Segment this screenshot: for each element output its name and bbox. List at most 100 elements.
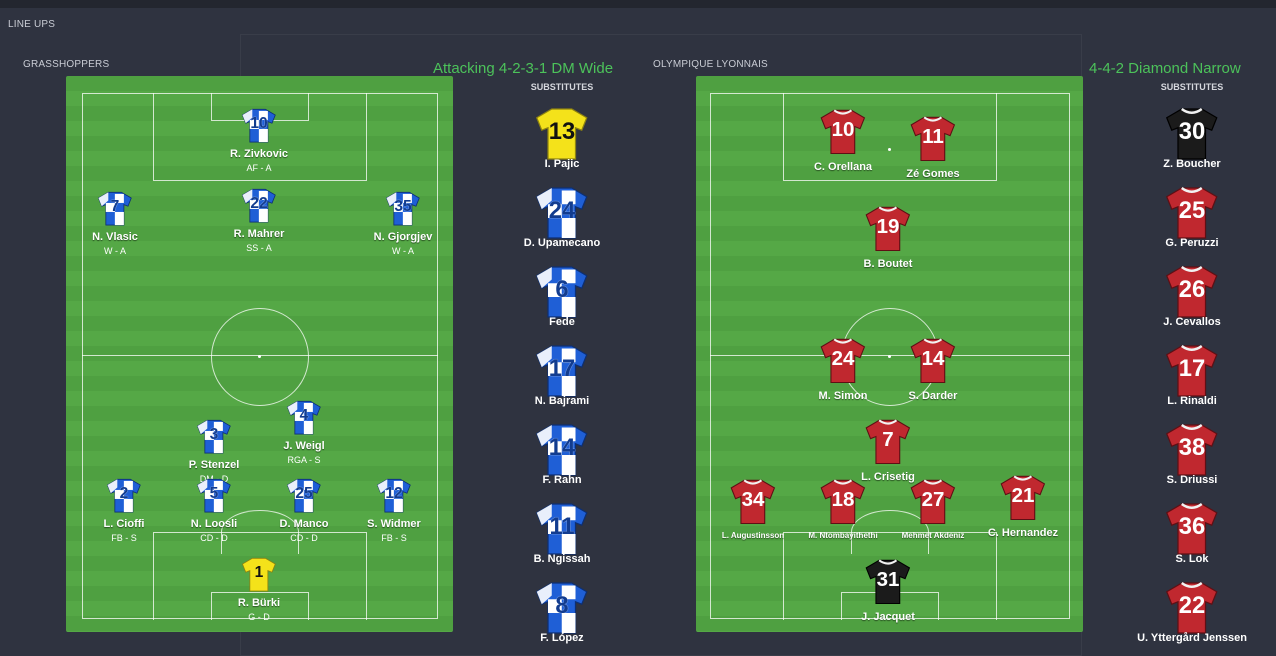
shirt-icon: 11 xyxy=(533,499,591,557)
shirt-icon: 30 xyxy=(1163,104,1221,162)
shirt-number: 2 xyxy=(119,485,129,503)
shirt-number: 18 xyxy=(831,487,855,511)
substitute-item[interactable]: G. Peruzzi xyxy=(1127,237,1257,249)
player-label[interactable]: R. Mahrer SS - A xyxy=(199,228,319,253)
shirt-number: 21 xyxy=(1011,483,1035,507)
substitute-item[interactable]: B. Ngissah xyxy=(497,553,627,565)
shirt-icon: 22 xyxy=(1163,578,1221,636)
player-name: N. Vlasic xyxy=(92,231,138,243)
shirt-icon: 5 xyxy=(195,476,233,514)
player-label[interactable]: M. Simon xyxy=(783,390,903,402)
page-title: LINE UPS xyxy=(8,19,56,30)
player-label[interactable]: J. Jacquet xyxy=(828,611,948,623)
player-label[interactable]: N. Loosli CD - D xyxy=(154,518,274,543)
player-label[interactable]: M. Ntombayithethi xyxy=(783,531,903,540)
away-pitch xyxy=(696,76,1083,632)
shirt-icon: 13 xyxy=(533,104,591,162)
player-name: L. Crisetig xyxy=(861,471,915,483)
player-role: W - A xyxy=(392,246,414,256)
shirt-icon: 2 xyxy=(105,476,143,514)
player-label[interactable]: L. Augustinsson xyxy=(693,531,813,540)
player-name: S. Widmer xyxy=(367,518,421,530)
substitute-name: G. Peruzzi xyxy=(1165,237,1219,249)
shirt-icon: 22 xyxy=(240,186,278,224)
player-label[interactable]: C. Orellana xyxy=(783,161,903,173)
bottom-arc xyxy=(851,510,929,554)
substitute-item[interactable]: L. Rinaldi xyxy=(1127,395,1257,407)
home-pitch xyxy=(66,76,453,632)
substitute-item[interactable]: F. Rahn xyxy=(497,474,627,486)
away-formation[interactable]: 4-4-2 Diamond Narrow xyxy=(1089,60,1241,77)
player-label[interactable]: L. Crisetig xyxy=(828,471,948,483)
player-name: N. Gjorgjev xyxy=(373,231,433,243)
shirt-number: 14 xyxy=(548,433,576,461)
player-label[interactable]: R. Bürki G - D xyxy=(199,597,319,622)
player-name: J. Jacquet xyxy=(861,611,915,623)
player-role: AF - A xyxy=(246,163,272,173)
shirt-number: 11 xyxy=(549,512,575,540)
player-label[interactable]: J. Weigl RGA - S xyxy=(244,440,364,465)
substitute-item[interactable]: Z. Boucher xyxy=(1127,158,1257,170)
shirt-icon: 24 xyxy=(818,335,868,385)
substitute-item[interactable]: J. Cevallos xyxy=(1127,316,1257,328)
player-name: J. Weigl xyxy=(283,440,325,452)
shirt-number: 10 xyxy=(250,115,268,133)
substitute-item[interactable]: N. Bajrami xyxy=(497,395,627,407)
substitute-item[interactable]: D. Upamecano xyxy=(497,237,627,249)
shirt-icon: 19 xyxy=(863,203,913,253)
shirt-icon: 26 xyxy=(1163,262,1221,320)
shirt-number: 1 xyxy=(254,564,264,582)
player-name: S. Darder xyxy=(908,390,958,402)
player-label[interactable]: Zé Gomes xyxy=(873,168,993,180)
player-label[interactable]: D. Manco CD - D xyxy=(244,518,364,543)
top-bar xyxy=(0,0,1276,8)
player-name: Mehmet Akdeniz xyxy=(901,531,965,540)
player-label[interactable]: C. Hernandez xyxy=(963,527,1083,539)
shirt-icon: 27 xyxy=(908,476,958,526)
substitute-name: B. Ngissah xyxy=(533,553,591,565)
player-label[interactable]: N. Gjorgjev W - A xyxy=(343,231,463,256)
substitute-item[interactable]: F. López xyxy=(497,632,627,644)
shirt-icon: 7 xyxy=(863,416,913,466)
player-label[interactable]: L. Cioffi FB - S xyxy=(64,518,184,543)
player-name: P. Stenzel xyxy=(188,459,240,471)
centre-spot xyxy=(888,355,891,358)
player-role: CD - D xyxy=(290,533,318,543)
substitute-name: N. Bajrami xyxy=(534,395,590,407)
shirt-icon: 12 xyxy=(375,476,413,514)
player-label[interactable]: N. Vlasic W - A xyxy=(55,231,175,256)
away-subs-title: SUBSTITUTES xyxy=(1160,82,1224,92)
substitute-item[interactable]: S. Lok xyxy=(1127,553,1257,565)
shirt-number: 25 xyxy=(295,485,313,503)
shirt-icon: 18 xyxy=(818,476,868,526)
shirt-number: 5 xyxy=(209,485,219,503)
player-name: Zé Gomes xyxy=(906,168,960,180)
player-label[interactable]: S. Darder xyxy=(873,390,993,402)
shirt-number: 24 xyxy=(548,196,576,224)
shirt-number: 36 xyxy=(1178,512,1206,540)
player-role: W - A xyxy=(104,246,126,256)
shirt-number: 30 xyxy=(1178,117,1206,145)
substitute-item[interactable]: S. Driussi xyxy=(1127,474,1257,486)
shirt-number: 27 xyxy=(921,487,945,511)
shirt-icon: 21 xyxy=(998,472,1048,522)
home-formation[interactable]: Attacking 4-2-3-1 DM Wide xyxy=(433,60,614,77)
shirt-number: 34 xyxy=(741,487,765,511)
player-label[interactable]: S. Widmer FB - S xyxy=(334,518,454,543)
player-label[interactable]: B. Boutet xyxy=(828,258,948,270)
player-name: N. Loosli xyxy=(190,518,238,530)
substitute-item[interactable]: I. Pajic xyxy=(497,158,627,170)
shirt-icon: 7 xyxy=(96,189,134,227)
substitute-item[interactable]: U. Yttergård Jenssen xyxy=(1127,632,1257,644)
shirt-icon: 35 xyxy=(384,189,422,227)
player-label[interactable]: Mehmet Akdeniz xyxy=(873,531,993,540)
substitute-item[interactable]: Fede xyxy=(497,316,627,328)
shirt-number: 19 xyxy=(876,214,900,238)
player-name: L. Cioffi xyxy=(103,518,145,530)
shirt-number: 17 xyxy=(548,354,576,382)
shirt-number: 22 xyxy=(250,195,268,213)
shirt-icon: 31 xyxy=(863,556,913,606)
player-label[interactable]: R. Zivkovic AF - A xyxy=(199,148,319,173)
player-role: FB - S xyxy=(381,533,407,543)
centre-spot xyxy=(258,355,261,358)
